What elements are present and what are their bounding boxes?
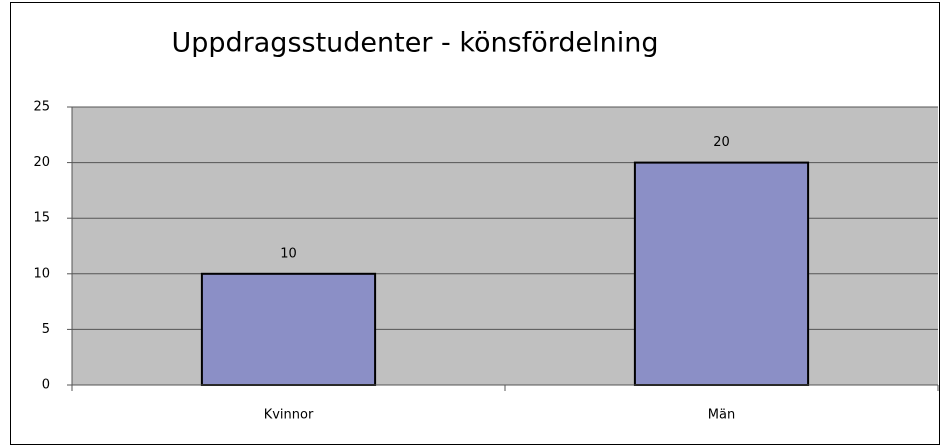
y-tick-label: 5 (42, 322, 50, 337)
y-tick-label: 20 (33, 155, 50, 170)
bar (200, 272, 377, 386)
y-tick-label: 25 (33, 100, 50, 115)
y-tick-label: 0 (42, 378, 50, 393)
data-label: 10 (280, 246, 297, 261)
y-tick-label: 10 (33, 266, 50, 281)
x-tick-label: Män (708, 408, 735, 423)
y-tick-label: 15 (33, 211, 50, 226)
x-tick-label: Kvinnor (264, 408, 314, 423)
data-label: 20 (713, 135, 730, 150)
bar (633, 161, 810, 386)
chart-title: Uppdragsstudenter - könsfördelning (171, 28, 658, 59)
